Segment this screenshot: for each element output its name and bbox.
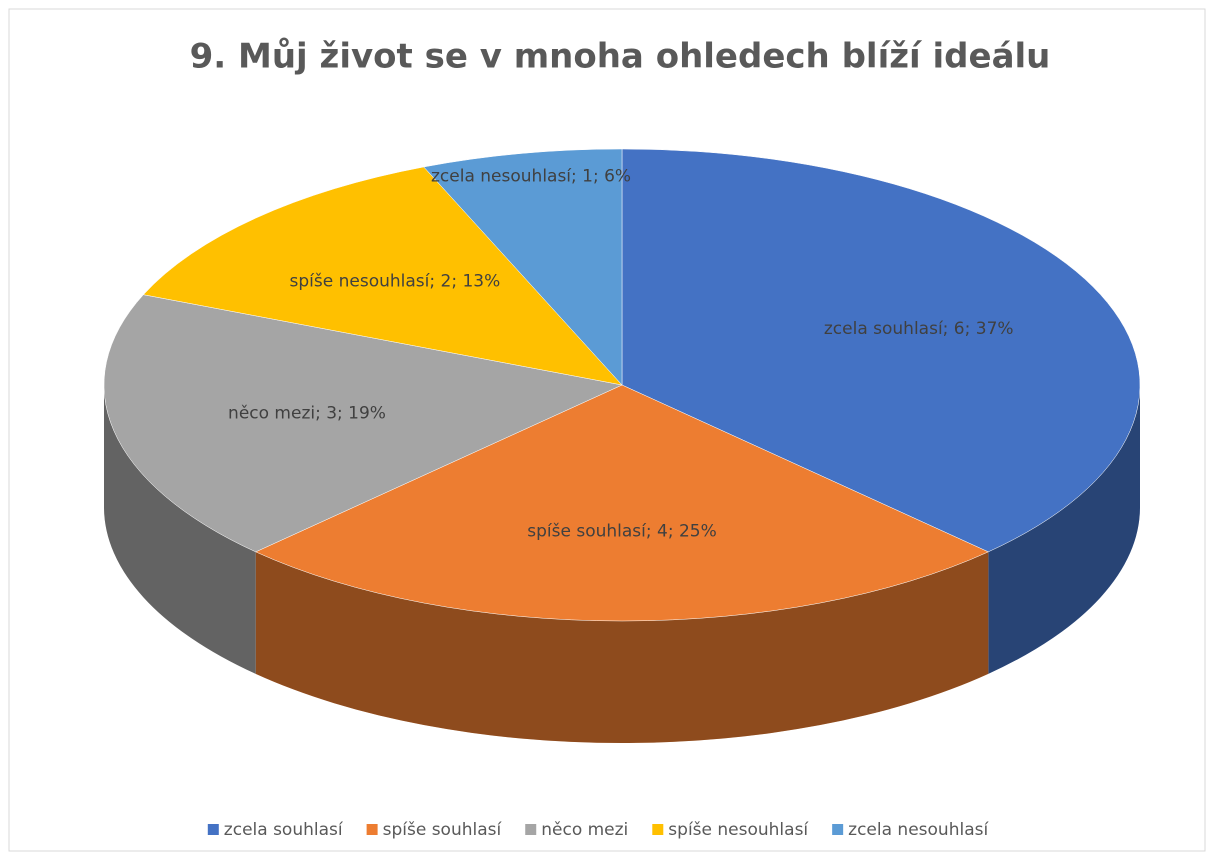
slice-side (988, 385, 1140, 674)
data-label: spíše souhlasí; 4; 25% (527, 521, 716, 541)
slice-side-shade (255, 551, 989, 743)
legend-swatch (525, 824, 537, 835)
slice-side-shade (988, 385, 1140, 674)
slice-side (104, 385, 256, 674)
legend-swatch (832, 824, 844, 835)
legend-swatch (207, 824, 219, 835)
data-label: zcela nesouhlasí; 1; 6% (431, 167, 631, 187)
legend-swatch (652, 824, 664, 835)
legend-label: zcela souhlasí (224, 820, 344, 840)
slice (423, 148, 623, 386)
slice (142, 166, 623, 386)
legend-label: něco mezi (541, 820, 628, 840)
data-label: zcela souhlasí; 6; 37% (824, 319, 1014, 339)
legend-label: spíše souhlasí (383, 820, 503, 840)
slice (255, 384, 989, 622)
chart-title: 9. Můj život se v mnoha ohledech blíží i… (190, 37, 1051, 77)
legend-swatch (366, 824, 378, 835)
data-label: něco mezi; 3; 19% (228, 404, 386, 424)
legend-label: spíše nesouhlasí (668, 820, 809, 840)
slice (621, 148, 1141, 553)
data-label: spíše nesouhlasí; 2; 13% (290, 272, 501, 292)
slice (103, 294, 623, 553)
slice-side (255, 551, 989, 743)
slice-side-shade (104, 385, 256, 674)
legend-label: zcela nesouhlasí (848, 820, 989, 840)
